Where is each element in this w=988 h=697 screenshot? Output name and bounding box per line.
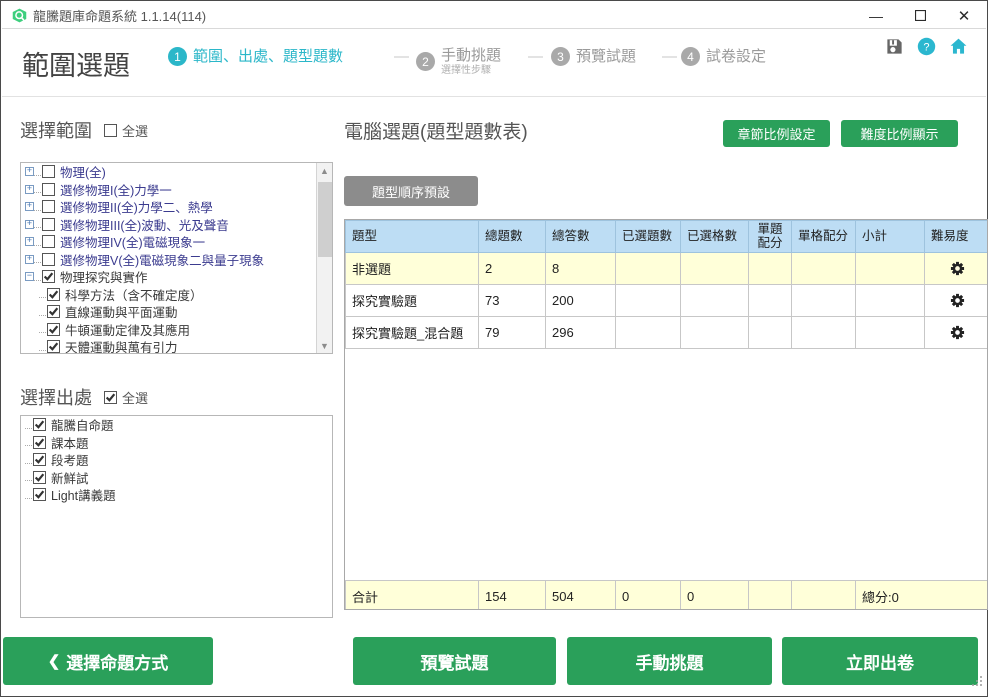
svg-text:?: ?: [923, 41, 929, 53]
